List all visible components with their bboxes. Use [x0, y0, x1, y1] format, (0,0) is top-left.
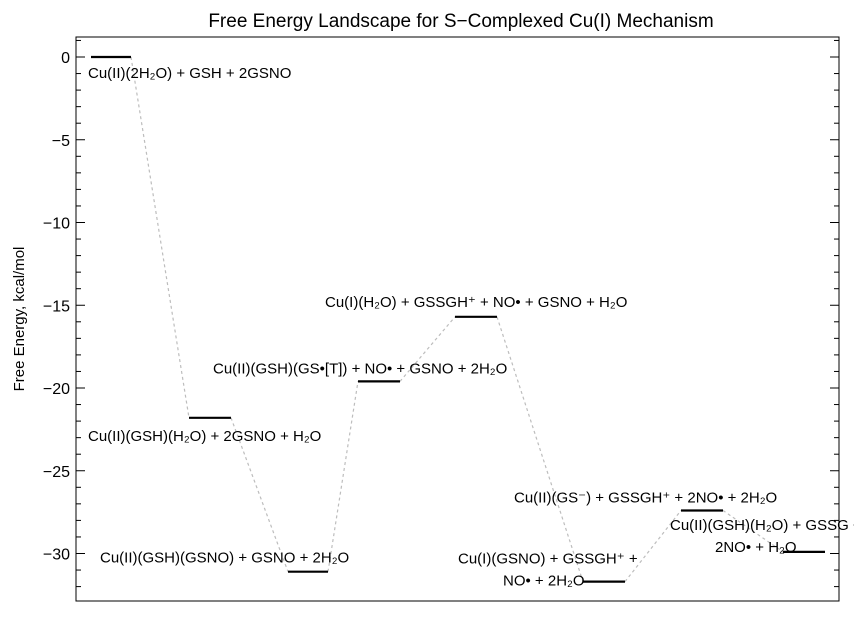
level-label: Cu(I)(H₂O) + GSSGH⁺ + NO• + GSNO + H₂O: [325, 294, 627, 311]
connector-line: [130, 56, 190, 418]
level-label: Cu(II)(GS⁻) + GSSGH⁺ + 2NO• + 2H₂O: [514, 489, 777, 506]
y-tick-label: −5: [52, 133, 70, 150]
level-label: Cu(II)(GSH)(GSNO) + GSNO + 2H₂O: [100, 550, 349, 567]
connector-line: [399, 316, 456, 382]
energy-levels: [91, 55, 825, 583]
y-tick-label: −25: [43, 464, 70, 481]
connector-lines: [130, 56, 784, 583]
y-tick-label: −20: [43, 381, 70, 398]
level-label: Cu(II)(GSH)(H₂O) + GSSG +2NO• + H₂O: [670, 517, 854, 556]
chart-title: Free Energy Landscape for S−Complexed Cu…: [208, 11, 713, 32]
y-tick-label: 0: [61, 50, 70, 67]
level-label: Cu(II)(2H₂O) + GSH + 2GSNO: [88, 65, 291, 82]
y-tick-label: −10: [43, 216, 70, 233]
plot-frame: [75, 36, 840, 602]
level-label: Cu(II)(GSH)(GS•[T]) + NO• + GSNO + 2H₂O: [213, 360, 507, 377]
y-axis-label: Free Energy, kcal/mol: [11, 247, 28, 392]
connector-line: [722, 509, 784, 553]
level-label: Cu(I)(GSNO) + GSSGH⁺ + NO• + 2H₂O: [458, 551, 638, 590]
connector-line: [496, 316, 584, 582]
level-labels: Cu(II)(2H₂O) + GSH + 2GSNO Cu(II)(GSH)(H₂…: [88, 65, 854, 590]
connector-line: [327, 381, 359, 572]
y-tick-label: −30: [43, 547, 70, 564]
level-label: Cu(II)(GSH)(H₂O) + 2GSNO + H₂O: [88, 428, 321, 445]
y-tick-label: −15: [43, 298, 70, 315]
y-axis-ticks: 0 −5 −10 −15 −20 −25 −30: [43, 39, 839, 588]
